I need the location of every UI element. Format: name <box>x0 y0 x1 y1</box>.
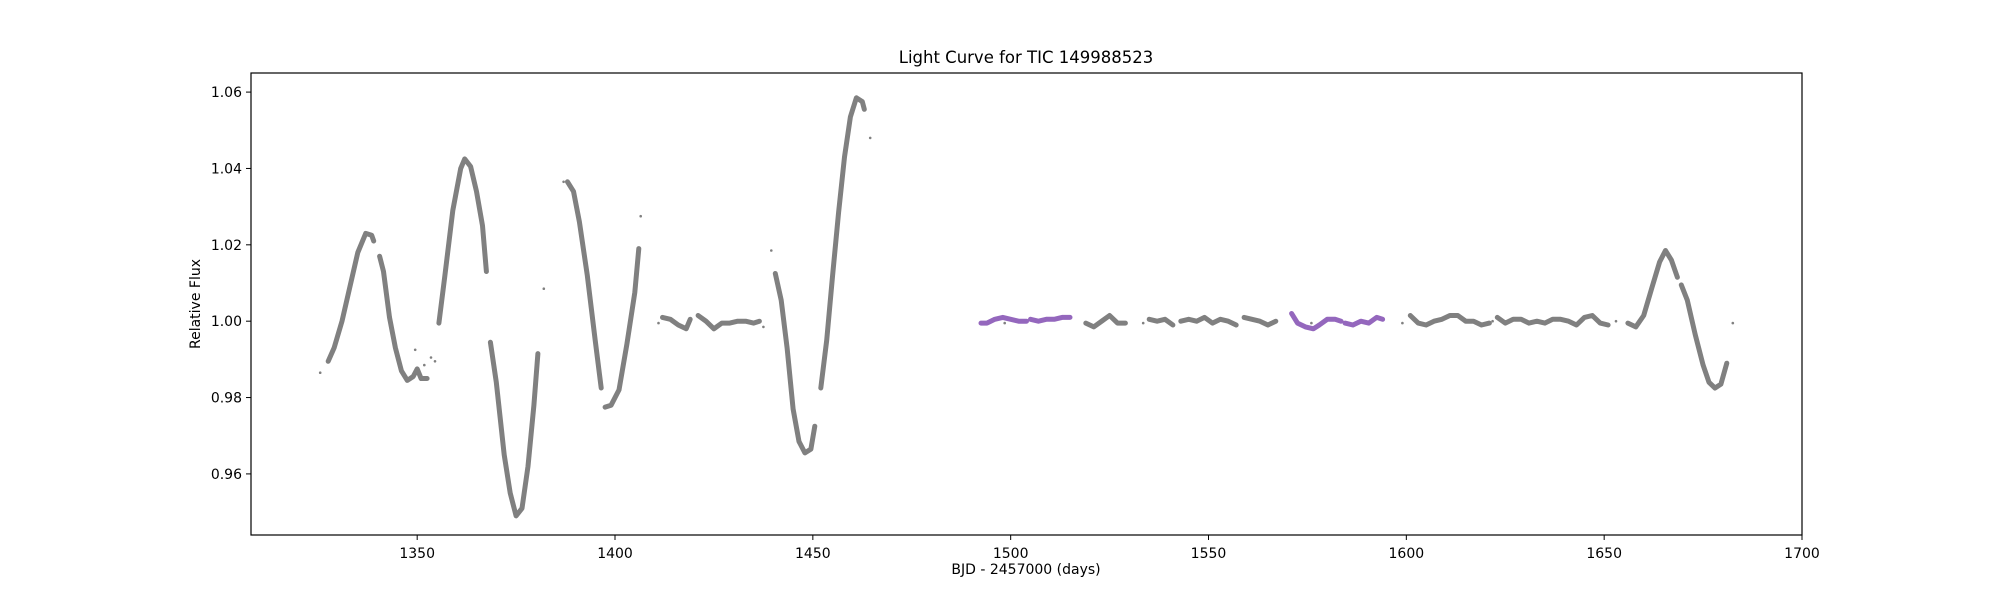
x-tick-label: 1400 <box>597 546 633 562</box>
chart-title: Light Curve for TIC 149988523 <box>899 48 1153 67</box>
y-axis: 0.96 0.98 1.00 1.02 1.04 1.06 <box>211 85 251 483</box>
series-0-segment-8 <box>772 271 818 456</box>
x-tick-label: 1350 <box>399 546 435 562</box>
series-0 <box>318 95 1735 519</box>
series-0-point-16 <box>1491 319 1494 323</box>
x-tick-label: 1650 <box>1586 546 1622 562</box>
series-0-segment-0 <box>325 230 377 364</box>
series-1-segment-3 <box>1342 314 1386 328</box>
series-0-point-10 <box>770 249 773 252</box>
y-axis-label: Relative Flux <box>188 259 204 349</box>
axes-frame <box>250 72 1803 536</box>
series-0-point-11 <box>868 136 872 140</box>
series-0-segment-7 <box>695 313 762 332</box>
x-tick-label: 1600 <box>1389 546 1425 562</box>
series-0-point-1 <box>413 348 417 352</box>
series-0-point-3 <box>429 356 433 359</box>
series-0-segment-11 <box>1146 316 1176 328</box>
series-0-point-5 <box>542 287 546 291</box>
plot-area <box>250 72 1803 536</box>
y-tick-label: 1.02 <box>211 238 242 254</box>
series-0-point-8 <box>657 321 660 325</box>
series-0-point-2 <box>423 363 426 367</box>
y-tick-label: 1.04 <box>211 161 242 177</box>
series-0-segment-15 <box>1494 313 1611 328</box>
x-axis: 1350 1400 1450 1500 1550 1600 1650 1700 <box>399 535 1820 562</box>
y-tick-label: 0.98 <box>211 391 242 407</box>
series-0-point-6 <box>562 180 565 184</box>
y-tick-label: 1.00 <box>211 314 242 330</box>
series-1-segment-0 <box>978 314 1029 326</box>
x-tick-label: 1550 <box>1191 546 1227 562</box>
series-0-point-12 <box>1003 321 1006 325</box>
series-0-segment-2 <box>436 156 489 326</box>
series-0-segment-3 <box>487 339 541 519</box>
series-0-segment-12 <box>1178 314 1239 328</box>
y-tick-label: 1.06 <box>211 85 242 101</box>
series-0-point-7 <box>639 214 642 218</box>
series-0-segment-14 <box>1407 313 1492 328</box>
series-0-segment-13 <box>1241 314 1279 328</box>
series-1-segment-1 <box>1028 314 1073 324</box>
series-0-segment-16 <box>1625 248 1680 330</box>
series-layer <box>318 95 1735 519</box>
series-0-point-18 <box>1731 321 1735 325</box>
series-0-point-15 <box>1401 321 1404 325</box>
series-0-point-14 <box>1310 321 1313 325</box>
series-0-point-17 <box>1614 319 1618 323</box>
series-0-segment-5 <box>602 246 642 410</box>
x-tick-label: 1500 <box>993 546 1029 562</box>
series-0-segment-17 <box>1678 282 1730 391</box>
x-tick-label: 1700 <box>1784 546 1820 562</box>
series-0-point-13 <box>1141 321 1145 325</box>
x-axis-label: BJD - 2457000 (days) <box>951 562 1100 578</box>
series-0-segment-4 <box>565 179 604 391</box>
series-1-segment-2 <box>1289 311 1344 332</box>
series-0-segment-9 <box>818 95 867 391</box>
series-1 <box>978 311 1386 332</box>
series-0-point-0 <box>318 371 322 375</box>
series-0-point-4 <box>433 360 437 363</box>
series-0-segment-1 <box>377 253 430 383</box>
series-0-segment-10 <box>1083 313 1128 330</box>
series-0-point-9 <box>762 325 765 329</box>
x-tick-label: 1450 <box>795 546 831 562</box>
series-0-segment-6 <box>660 314 693 332</box>
y-tick-label: 0.96 <box>211 467 242 483</box>
